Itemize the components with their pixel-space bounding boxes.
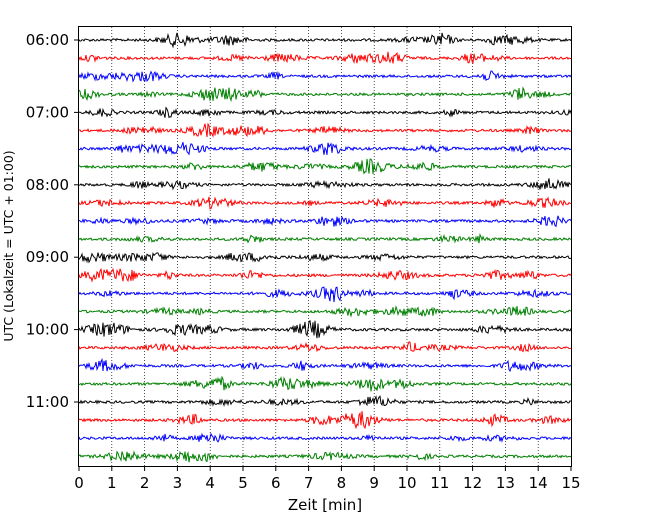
trace-0630 [78, 70, 572, 83]
trace-0815 [78, 196, 572, 210]
x-tick-label: 12 [463, 474, 482, 492]
x-axis: 0 1 2 3 4 5 6 7 8 9 10 11 12 13 14 15 [74, 466, 581, 492]
trace-0900 [78, 252, 572, 264]
trace-1015 [78, 341, 572, 353]
trace-0800 [78, 178, 572, 191]
trace-0715 [78, 122, 572, 138]
trace-1100 [78, 395, 572, 407]
trace-0730 [78, 142, 572, 156]
trace-1115 [78, 411, 572, 430]
x-tick-label: 6 [271, 474, 281, 492]
trace-0915 [78, 267, 572, 283]
trace-0830 [78, 215, 572, 228]
x-tick-label: 13 [496, 474, 515, 492]
x-tick-label: 5 [238, 474, 248, 492]
x-tick-label: 11 [430, 474, 449, 492]
x-tick-label: 14 [529, 474, 548, 492]
plot-frame [78, 26, 572, 467]
trace-0745 [78, 158, 572, 175]
trace-0615 [78, 51, 572, 65]
x-tick-label: 15 [561, 474, 580, 492]
y-tick-label: 08:00 [26, 176, 69, 194]
y-tick-label: 10:00 [26, 321, 69, 339]
trace-1045 [78, 375, 572, 392]
y-axis: 06:00 07:00 08:00 09:00 10:00 11:00 [26, 31, 79, 411]
trace-1130 [78, 432, 572, 443]
y-axis-title: UTC (Lokalzeit = UTC + 01:00) [1, 150, 16, 341]
y-tick-label: 11:00 [26, 393, 69, 411]
y-tick-label: 07:00 [26, 103, 69, 121]
trace-1000 [78, 319, 572, 339]
x-tick-label: 0 [74, 474, 84, 492]
trace-1145 [78, 450, 572, 463]
trace-0945 [78, 305, 572, 318]
x-tick-label: 10 [397, 474, 416, 492]
trace-0600 [78, 32, 572, 49]
trace-0845 [78, 232, 572, 244]
y-tick-label: 06:00 [26, 31, 69, 49]
seismic-traces [78, 32, 572, 463]
y-tick-label: 09:00 [26, 248, 69, 266]
trace-0645 [78, 86, 572, 103]
trace-0930 [78, 286, 572, 303]
x-tick-label: 7 [304, 474, 314, 492]
trace-1030 [78, 357, 572, 373]
x-tick-label: 1 [107, 474, 117, 492]
x-tick-label: 9 [369, 474, 379, 492]
x-axis-title: Zeit [min] [288, 496, 362, 514]
vertical-grid [111, 27, 539, 466]
x-tick-label: 4 [205, 474, 215, 492]
trace-0700 [78, 106, 572, 119]
x-tick-label: 2 [140, 474, 150, 492]
x-tick-label: 3 [173, 474, 183, 492]
x-tick-label: 8 [337, 474, 347, 492]
